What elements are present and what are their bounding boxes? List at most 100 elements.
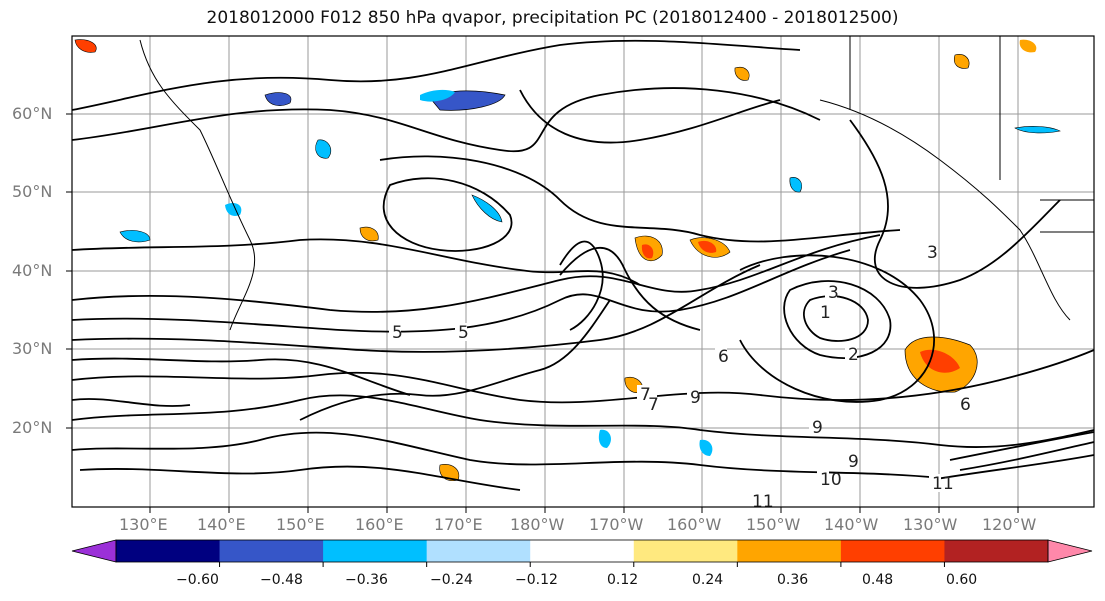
colorbar-extend-low <box>71 539 117 563</box>
contour-line <box>71 394 1095 448</box>
precip-positive-blob <box>359 226 379 242</box>
contour-line <box>379 155 901 243</box>
precip-negative-blob <box>315 139 332 159</box>
colorbar-tick-label: 0.60 <box>946 572 978 588</box>
contour-line <box>739 254 935 403</box>
lat-label: 30°N <box>12 339 53 358</box>
contour-label: 7 <box>640 385 651 405</box>
contour-line <box>71 238 641 286</box>
lon-label: 170°E <box>434 515 483 534</box>
contour-label: 9 <box>690 388 701 408</box>
contour-label: 9 <box>848 452 859 472</box>
contour-label: 11 <box>932 474 954 494</box>
contour-label-bg <box>809 418 821 436</box>
colorbar <box>71 539 1093 567</box>
contour-line <box>71 264 761 353</box>
colorbar-extend-high <box>1047 539 1093 563</box>
precip-positive-blob <box>74 39 97 53</box>
colorbar-segment <box>426 540 531 562</box>
contour-line <box>382 177 513 252</box>
contour-line <box>849 119 1061 289</box>
contour-label: 9 <box>812 418 823 438</box>
precip-negative-blob <box>119 230 151 243</box>
colorbar-outline <box>115 539 1049 563</box>
lon-label: 130°E <box>119 515 168 534</box>
coastline <box>819 99 1071 321</box>
lon-label: 140°E <box>197 515 246 534</box>
contour-line <box>79 465 521 491</box>
lon-label: 150°E <box>276 515 325 534</box>
contour-line <box>71 249 851 333</box>
colorbar-tick-label: −0.36 <box>345 572 388 588</box>
lon-ticks <box>149 507 1019 513</box>
lon-label: 150°W <box>746 515 801 534</box>
coastlines <box>139 36 1094 331</box>
colorbar-tick-label: 0.36 <box>777 572 809 588</box>
contour-label-bg <box>715 347 727 365</box>
lat-label: 50°N <box>12 182 53 201</box>
colorbar-tick-label: 0.12 <box>607 572 639 588</box>
contour-label: 5 <box>392 323 403 343</box>
contour-line <box>959 441 1095 471</box>
contour-label-bg <box>749 492 761 510</box>
lon-label: 120°W <box>982 515 1037 534</box>
precip-positive-blob <box>920 349 960 373</box>
colorbar-tick-label: −0.24 <box>430 572 473 588</box>
contour-line <box>559 240 604 331</box>
figure-title: 2018012000 F012 850 hPa qvapor, precipit… <box>206 8 899 28</box>
colorbar-segment <box>944 540 1049 562</box>
contour-label-group: 5 5 3 3 2 1 6 7 9 9 9 10 11 11 6 7 <box>389 243 971 512</box>
contour-line <box>803 295 869 342</box>
precip-negative-blob <box>471 194 503 223</box>
colorbar-tick-label: 0.24 <box>692 572 724 588</box>
precip-negative-blob <box>699 439 713 456</box>
colorbar-segment <box>530 540 635 562</box>
contour-label: 10 <box>820 470 842 490</box>
contour-label: 2 <box>848 345 859 365</box>
contour-label-bg <box>389 323 401 341</box>
contour-label: 11 <box>752 492 774 512</box>
precip-positive-blob <box>734 67 750 81</box>
colorbar-tick-label: 0.48 <box>862 572 894 588</box>
lon-label: 140°W <box>824 515 879 534</box>
contour-label: 6 <box>960 395 971 415</box>
colorbar-segment <box>737 540 842 562</box>
contour-line <box>783 280 892 359</box>
contour-line <box>929 454 1095 481</box>
colorbar-tick-label: −0.60 <box>176 572 219 588</box>
lat-label: 60°N <box>12 104 53 123</box>
qvapor-contours <box>71 39 1095 491</box>
contour-label: 3 <box>927 243 938 263</box>
contour-label-bg <box>687 388 699 406</box>
lat-ticks <box>66 113 72 429</box>
contour-label-bg <box>817 470 829 488</box>
lon-label: 180°W <box>510 515 565 534</box>
contour-line <box>71 39 801 111</box>
contour-line <box>559 246 701 331</box>
precip-negative-blob <box>420 89 455 102</box>
contour-label-bg <box>455 323 467 341</box>
lat-label: 40°N <box>12 261 53 280</box>
contour-line <box>71 357 411 396</box>
precip-positive-blob <box>1019 39 1037 53</box>
contour-label-bg <box>957 395 969 413</box>
precip-blobs <box>74 39 1061 481</box>
contour-label-bg <box>817 303 829 321</box>
precip-positive-blob <box>953 54 970 69</box>
contour-label: 1 <box>820 303 831 323</box>
colorbar-segment <box>840 540 945 562</box>
coastline <box>139 39 256 331</box>
precip-negative-blob <box>1014 126 1061 134</box>
colorbar-segment <box>116 540 221 562</box>
precip-positive-blob <box>698 240 717 253</box>
contour-label: 3 <box>828 283 839 303</box>
contour-label-bg <box>825 283 837 301</box>
lon-label: 130°W <box>903 515 958 534</box>
contour-line <box>71 398 191 407</box>
contour-label: 6 <box>718 347 729 367</box>
colorbar-segment <box>323 540 428 562</box>
contour-line <box>949 431 1095 461</box>
contour-line <box>299 299 611 421</box>
contour-line <box>71 431 941 479</box>
contour-line <box>519 89 781 144</box>
